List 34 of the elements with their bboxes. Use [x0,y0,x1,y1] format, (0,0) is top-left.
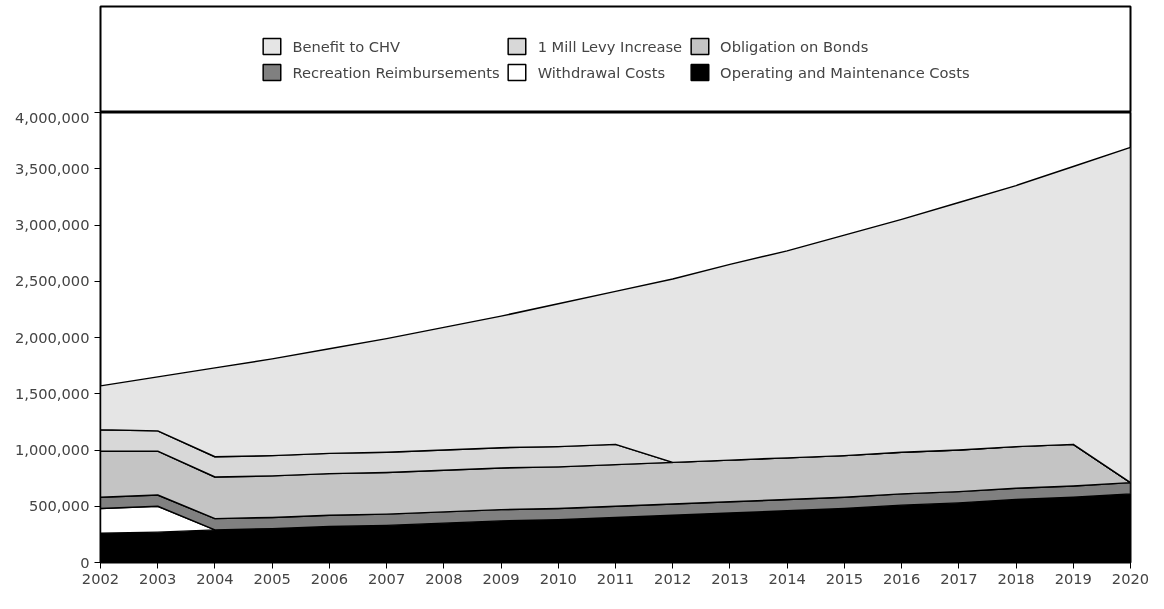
legend-label: 1 Mill Levy Increase [537,37,683,55]
x-tick-label: 2008 [425,569,463,587]
x-tick-label: 2003 [139,569,177,587]
x-tick-label: 2009 [482,569,520,587]
y-tick-label: 2,000,000 [14,328,90,346]
x-tick-label: 2012 [654,569,692,587]
legend-label: Operating and Maintenance Costs [720,63,970,81]
x-tick-label: 2017 [940,569,978,587]
x-tick-label: 2018 [997,569,1035,587]
x-tick-label: 2019 [1054,569,1092,587]
y-tick-label: 3,500,000 [14,159,90,177]
x-tick-label: 2011 [596,569,635,587]
x-tick-label: 2013 [711,569,749,587]
legend-label: Withdrawal Costs [537,63,666,81]
y-tick-label: 3,000,000 [14,216,90,233]
x-tick-label: 2006 [310,569,349,587]
x-tick-label: 2007 [367,569,406,587]
y-tick-label: 4,000,000 [14,108,90,126]
legend-label: Obligation on Bonds [720,37,869,55]
x-tick-label: 2010 [539,569,577,587]
x-tick-label: 2020 [1111,569,1150,587]
y-tick-label: 500,000 [28,497,90,515]
y-tick-label: 1,500,000 [14,384,90,402]
x-tick-label: 2016 [882,569,921,587]
x-tick-label: 2014 [768,569,806,587]
y-tick-label: 2,500,000 [14,272,90,290]
y-tick-label: 0 [80,553,90,571]
y-tick-label: 1,000,000 [14,441,90,458]
x-tick-label: 2002 [81,569,120,587]
legend-label: Benefit to CHV [292,37,401,55]
x-tick-label: 2004 [196,569,234,587]
legend-label: Recreation Reimbursements [292,63,500,81]
x-tick-label: 2015 [825,569,864,587]
x-tick-label: 2005 [253,569,291,587]
